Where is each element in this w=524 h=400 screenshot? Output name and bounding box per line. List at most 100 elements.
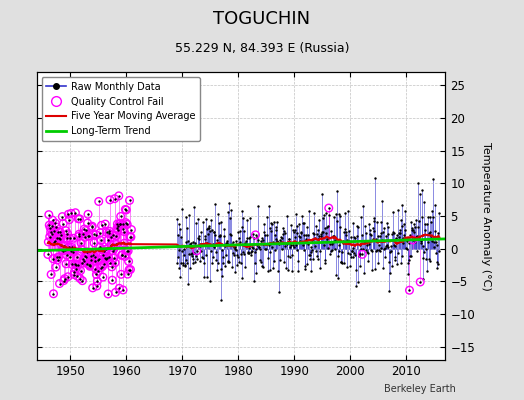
Point bbox=[47, 271, 56, 278]
Point bbox=[354, 224, 362, 231]
Point bbox=[347, 254, 355, 260]
Point bbox=[400, 221, 408, 227]
Point bbox=[107, 234, 115, 240]
Point bbox=[118, 252, 126, 258]
Point bbox=[253, 242, 261, 248]
Point bbox=[350, 250, 358, 256]
Point bbox=[351, 252, 359, 258]
Point bbox=[94, 268, 103, 274]
Point bbox=[58, 214, 67, 220]
Point bbox=[63, 230, 72, 237]
Point bbox=[269, 238, 277, 245]
Point bbox=[100, 261, 108, 267]
Point bbox=[56, 280, 64, 287]
Point bbox=[118, 252, 126, 258]
Point bbox=[86, 263, 94, 270]
Point bbox=[49, 290, 58, 297]
Point bbox=[346, 263, 354, 270]
Point bbox=[120, 240, 128, 246]
Point bbox=[283, 267, 292, 273]
Point bbox=[380, 246, 388, 252]
Point bbox=[119, 287, 127, 293]
Point bbox=[329, 233, 337, 239]
Point bbox=[110, 246, 118, 252]
Point bbox=[247, 248, 256, 255]
Point bbox=[179, 251, 188, 258]
Point bbox=[313, 252, 321, 259]
Point bbox=[98, 246, 106, 253]
Point bbox=[358, 251, 367, 258]
Point bbox=[312, 230, 321, 237]
Point bbox=[244, 245, 253, 252]
Point bbox=[214, 220, 223, 226]
Point bbox=[378, 198, 386, 205]
Point bbox=[96, 230, 104, 236]
Point bbox=[206, 278, 214, 284]
Point bbox=[408, 224, 417, 231]
Point bbox=[354, 279, 362, 285]
Point bbox=[329, 241, 337, 247]
Point bbox=[107, 234, 115, 240]
Point bbox=[383, 242, 391, 249]
Point bbox=[111, 289, 119, 296]
Point bbox=[43, 251, 52, 258]
Point bbox=[425, 258, 434, 264]
Point bbox=[192, 248, 201, 254]
Point bbox=[113, 221, 122, 227]
Point bbox=[225, 258, 233, 265]
Point bbox=[380, 254, 389, 260]
Point bbox=[221, 263, 230, 270]
Point bbox=[179, 261, 187, 268]
Point bbox=[47, 229, 55, 236]
Point bbox=[318, 229, 326, 236]
Point bbox=[71, 261, 79, 267]
Point bbox=[352, 266, 360, 273]
Point bbox=[80, 226, 89, 232]
Point bbox=[376, 233, 384, 239]
Point bbox=[342, 228, 351, 235]
Point bbox=[316, 230, 325, 237]
Point bbox=[264, 255, 272, 261]
Point bbox=[99, 263, 107, 270]
Point bbox=[334, 242, 343, 248]
Point bbox=[67, 210, 75, 216]
Point bbox=[413, 248, 422, 254]
Point bbox=[398, 202, 406, 208]
Point bbox=[356, 250, 364, 257]
Point bbox=[77, 246, 85, 252]
Point bbox=[352, 282, 361, 289]
Point bbox=[349, 220, 357, 226]
Point bbox=[88, 224, 96, 230]
Point bbox=[93, 283, 101, 289]
Point bbox=[412, 217, 420, 224]
Point bbox=[435, 210, 443, 216]
Point bbox=[110, 255, 118, 261]
Point bbox=[91, 266, 100, 272]
Point bbox=[216, 265, 225, 272]
Point bbox=[94, 257, 102, 263]
Point bbox=[382, 232, 390, 239]
Point bbox=[421, 227, 430, 233]
Point bbox=[88, 223, 96, 230]
Point bbox=[328, 238, 336, 245]
Point bbox=[309, 256, 317, 262]
Point bbox=[51, 238, 59, 244]
Point bbox=[196, 257, 205, 264]
Point bbox=[333, 188, 341, 194]
Point bbox=[306, 252, 314, 258]
Point bbox=[347, 247, 356, 254]
Point bbox=[177, 234, 185, 240]
Point bbox=[368, 248, 376, 254]
Point bbox=[431, 201, 439, 208]
Point bbox=[83, 220, 92, 226]
Point bbox=[57, 232, 65, 238]
Point bbox=[210, 244, 219, 250]
Point bbox=[304, 208, 313, 214]
Point bbox=[397, 223, 406, 229]
Point bbox=[315, 233, 323, 240]
Point bbox=[374, 260, 383, 266]
Point bbox=[256, 258, 265, 265]
Point bbox=[370, 218, 378, 224]
Point bbox=[84, 233, 93, 239]
Point bbox=[97, 237, 105, 244]
